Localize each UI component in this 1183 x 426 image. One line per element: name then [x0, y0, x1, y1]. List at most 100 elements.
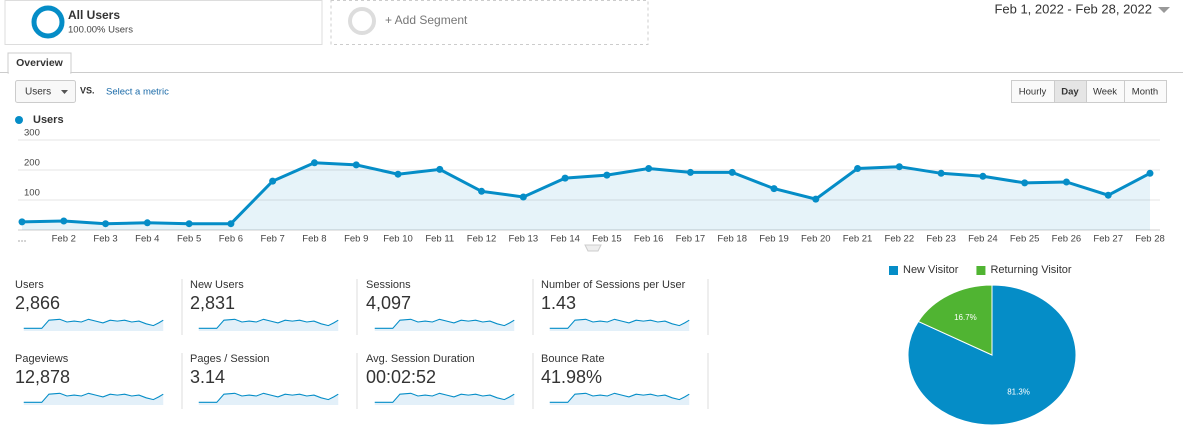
segment-subtitle: 100.00% Users — [68, 25, 133, 36]
granularity-label[interactable]: Day — [1061, 87, 1079, 98]
point — [519, 193, 527, 201]
add-segment-icon — [348, 7, 376, 35]
dropdown-caret — [61, 90, 68, 94]
area — [22, 162, 1150, 230]
point — [18, 218, 26, 226]
segment-card[interactable] — [4, 0, 323, 45]
x-tick-label: Feb 28 — [1135, 234, 1165, 245]
sparkline — [198, 392, 339, 405]
point — [645, 165, 653, 172]
metric-label: New Users — [190, 279, 244, 291]
x-tick-label: Feb 10 — [383, 234, 413, 245]
x-tick-label: Feb 11 — [425, 234, 454, 245]
add-segment[interactable]: + Add Segment — [385, 13, 468, 27]
x-tick-label: Feb 15 — [592, 234, 622, 245]
pie-slice — [917, 284, 993, 356]
metric-label: Number of Sessions per User — [541, 279, 686, 291]
sparkline — [374, 318, 515, 331]
point — [394, 170, 402, 178]
metric-value: 12,878 — [15, 367, 70, 387]
x-tick-label: Feb 18 — [717, 234, 747, 245]
point — [352, 161, 360, 169]
x-tick-label: Feb 19 — [759, 234, 789, 245]
metric-label: Avg. Session Duration — [366, 353, 475, 365]
x-tick-label: … — [17, 234, 27, 245]
point — [895, 163, 903, 171]
x-tick-label: Feb 5 — [177, 234, 201, 245]
sparkline — [23, 318, 164, 331]
metric-label: Bounce Rate — [541, 353, 605, 365]
point — [310, 159, 318, 167]
legend-swatch — [976, 266, 986, 275]
granularity-label[interactable]: Month — [1132, 87, 1158, 98]
point — [728, 168, 736, 176]
x-tick-label: Feb 23 — [926, 234, 956, 245]
metric-value: 00:02:52 — [366, 367, 436, 387]
point — [561, 174, 569, 182]
granularity-label[interactable]: Hourly — [1019, 87, 1047, 98]
x-tick-label: Feb 2 — [52, 234, 76, 245]
point — [102, 220, 110, 228]
x-tick-label: Feb 22 — [885, 234, 915, 245]
x-tick-label: Feb 13 — [509, 234, 539, 245]
date-range[interactable]: Feb 1, 2022 - Feb 28, 2022 — [994, 1, 1152, 16]
legend-swatch — [889, 266, 898, 275]
x-tick-label: Feb 20 — [801, 234, 831, 245]
collapse-handle[interactable] — [584, 244, 602, 252]
add-segment-card[interactable] — [330, 0, 649, 45]
metric-label: Users — [15, 279, 44, 291]
line — [21, 161, 1151, 226]
x-tick-label: Feb 14 — [550, 234, 580, 245]
point — [436, 165, 444, 173]
x-tick-label: Feb 9 — [344, 234, 368, 245]
sparkline — [549, 392, 690, 405]
x-tick-label: Feb 17 — [676, 234, 706, 245]
point — [143, 219, 151, 227]
date-caret[interactable] — [1158, 7, 1170, 13]
x-tick-label: Feb 7 — [261, 234, 285, 245]
sparkline — [374, 392, 515, 405]
x-tick-label: Feb 8 — [302, 234, 326, 245]
vs-label: VS. — [80, 85, 95, 95]
x-tick-label: Feb 12 — [467, 234, 497, 245]
tab-label[interactable]: Overview — [16, 57, 64, 69]
x-tick-label: Feb 16 — [634, 234, 664, 245]
tab-cover — [9, 70, 70, 74]
point — [1062, 178, 1070, 186]
sparkline — [23, 392, 164, 405]
x-tick-label: Feb 4 — [135, 234, 159, 245]
metric-label: Sessions — [366, 279, 411, 291]
point — [227, 220, 235, 228]
metric-label: Pageviews — [15, 353, 69, 365]
metric-value: 41.98% — [541, 367, 602, 387]
point — [937, 169, 945, 177]
point — [478, 187, 486, 195]
x-tick-label: Feb 27 — [1093, 234, 1123, 245]
x-tick-label: Feb 24 — [968, 234, 998, 245]
point — [854, 165, 862, 172]
point — [1021, 179, 1029, 187]
point — [1104, 191, 1112, 199]
granularity-label[interactable]: Week — [1093, 87, 1117, 98]
pie-value-label: 16.7% — [954, 313, 977, 322]
metric-value: 3.14 — [190, 367, 225, 387]
point — [979, 172, 987, 180]
segment-title: All Users — [68, 8, 120, 22]
x-tick-label: Feb 3 — [93, 234, 117, 245]
granularity-button[interactable] — [1124, 80, 1167, 103]
sparkline — [549, 318, 690, 331]
point — [60, 217, 68, 225]
pie-value-label: 81.3% — [1007, 387, 1030, 396]
metric-value: 2,866 — [15, 293, 60, 313]
select-metric-link[interactable]: Select a metric — [106, 87, 169, 98]
point — [603, 171, 611, 179]
metric-dropdown-label[interactable]: Users — [25, 87, 51, 98]
x-tick-label: Feb 25 — [1010, 234, 1040, 245]
point — [686, 168, 694, 176]
legend-label: New Visitor — [903, 264, 959, 276]
point — [185, 220, 193, 228]
point — [1146, 169, 1154, 177]
metric-dropdown[interactable] — [15, 80, 76, 103]
metric-value: 2,831 — [190, 293, 235, 313]
x-tick-label: Feb 26 — [1052, 234, 1082, 245]
